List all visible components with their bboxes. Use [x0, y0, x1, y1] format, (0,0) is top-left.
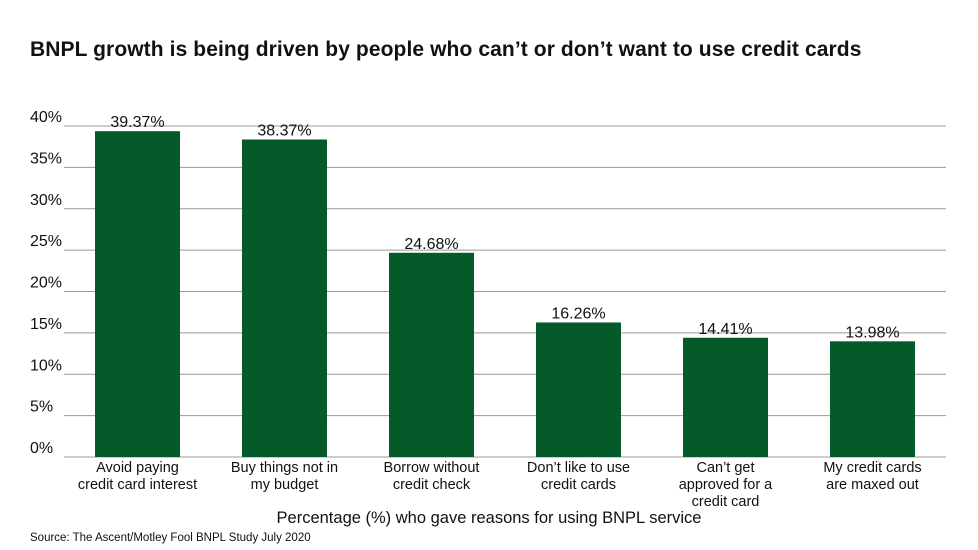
y-axis-ticks: 0% 5% 10% 15% 20% 25% 30% 35% 40% — [30, 109, 62, 457]
y-tick-label: 25% — [30, 233, 62, 250]
y-tick-label: 40% — [30, 109, 62, 126]
category-label: Avoid paying credit card interest — [78, 460, 197, 493]
y-tick-label: 35% — [30, 150, 62, 167]
category-label: Can’t get approved for a credit card — [679, 460, 773, 510]
chart-title: BNPL growth is being driven by people wh… — [30, 38, 862, 61]
data-label: 38.37% — [257, 122, 311, 139]
y-tick-label: 30% — [30, 192, 62, 209]
bars — [95, 131, 915, 457]
data-label: 16.26% — [551, 305, 605, 322]
bar — [830, 341, 915, 457]
bar — [95, 131, 180, 457]
bar — [242, 139, 327, 457]
category-label: Don’t like to use credit cards — [527, 460, 630, 493]
category-label: My credit cards are maxed out — [823, 460, 921, 493]
y-tick-label: 5% — [30, 399, 53, 416]
y-tick-label: 15% — [30, 316, 62, 333]
bar — [536, 322, 621, 457]
category-label: Borrow without credit check — [384, 460, 480, 493]
data-label: 24.68% — [404, 236, 458, 253]
x-axis-label: Percentage (%) who gave reasons for usin… — [276, 509, 702, 527]
data-label: 39.37% — [110, 114, 164, 131]
y-tick-label: 10% — [30, 357, 62, 374]
bar — [683, 337, 768, 457]
y-tick-label: 20% — [30, 275, 62, 292]
data-label: 14.41% — [698, 321, 752, 338]
category-label: Buy things not in my budget — [231, 460, 338, 493]
category-labels: Avoid paying credit card interest Buy thin… — [78, 460, 922, 510]
source-note: Source: The Ascent/Motley Fool BNPL Stud… — [30, 532, 311, 544]
data-labels: 39.37% 38.37% 24.68% 16.26% 14.41% 13.98% — [110, 114, 899, 341]
gridlines — [64, 125, 946, 458]
y-tick-label: 0% — [30, 440, 53, 457]
data-label: 13.98% — [845, 324, 899, 341]
bar — [389, 252, 474, 457]
